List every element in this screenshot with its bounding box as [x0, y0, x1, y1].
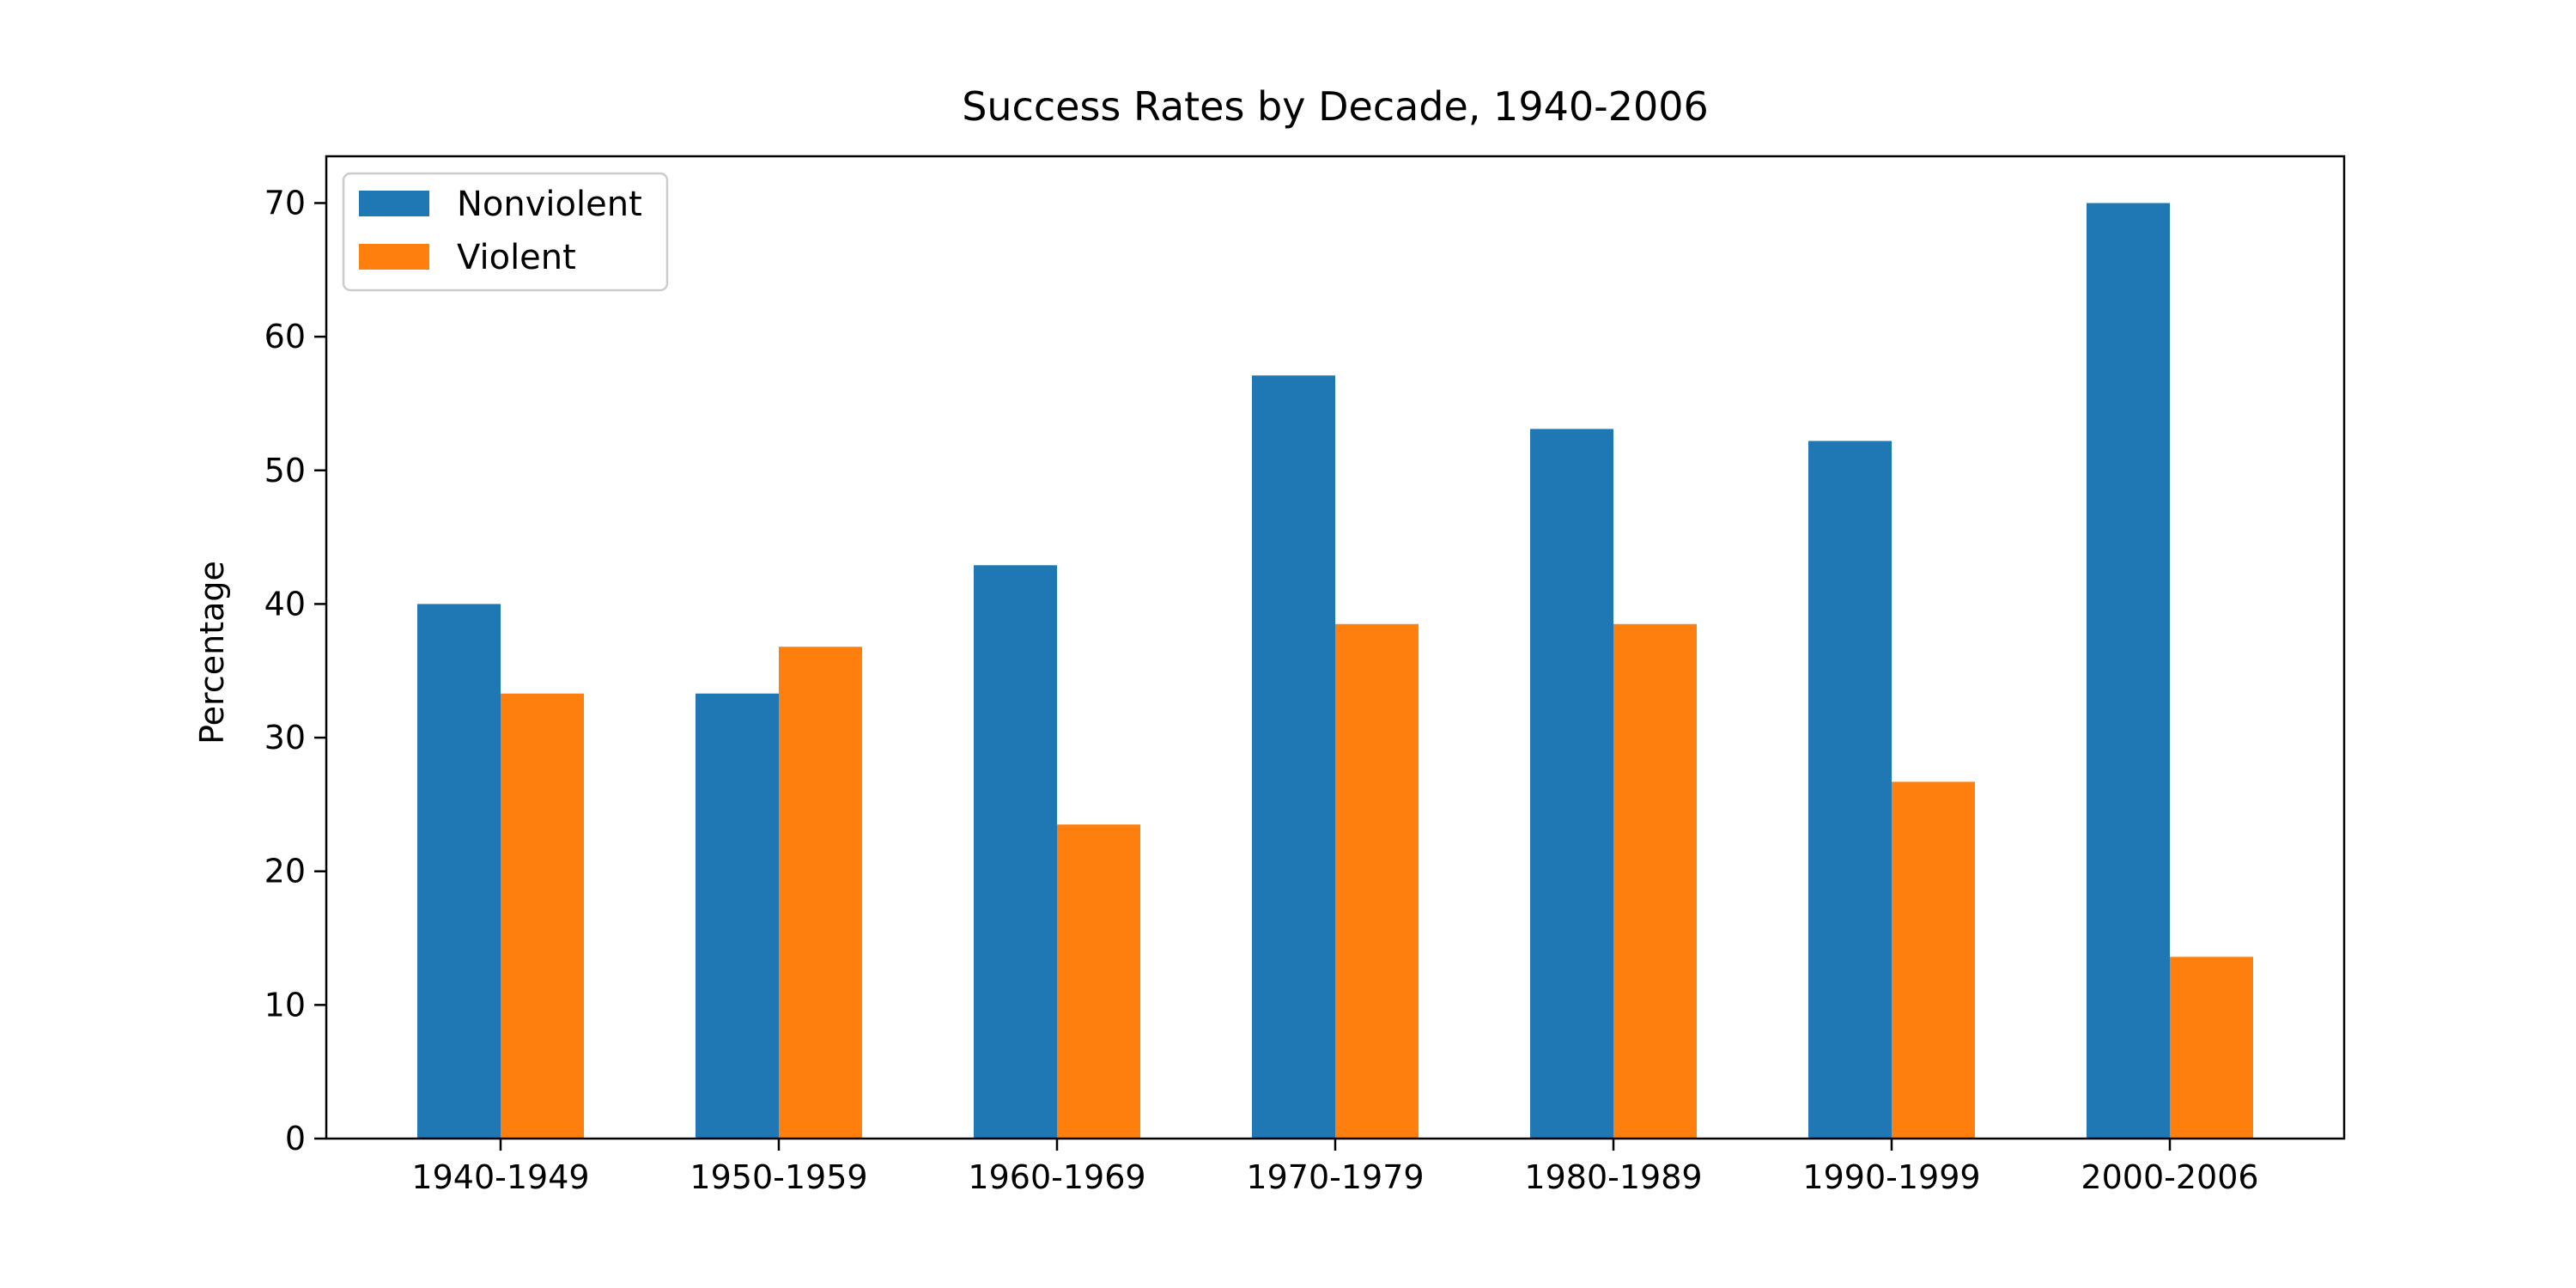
- bar-violent-1970-1979: [1335, 623, 1419, 1139]
- x-tick-label: 1970-1979: [1246, 1158, 1424, 1196]
- x-ticks-layer: 1940-1949 1950-1959 1960-1969 1970-1979 1980…: [411, 1139, 2259, 1196]
- x-tick-label: 1960-1969: [968, 1158, 1145, 1196]
- y-tick-label: 60: [264, 318, 306, 355]
- plot-frame: [325, 155, 2346, 1140]
- y-tick-label: 40: [264, 585, 306, 623]
- legend-swatch-nonviolent: [359, 191, 429, 216]
- legend-label-violent: Violent: [457, 238, 576, 277]
- bar-nonviolent-1970-1979: [1252, 375, 1335, 1139]
- y-tick-label: 20: [264, 853, 306, 890]
- legend-label-nonviolent: Nonviolent: [457, 185, 642, 224]
- x-tick-label: 1940-1949: [411, 1158, 589, 1196]
- bar-nonviolent-1990-1999: [1808, 440, 1892, 1139]
- bar-violent-1990-1999: [1892, 781, 1975, 1139]
- bar-nonviolent-2000-2006: [2087, 203, 2170, 1139]
- y-tick-label: 0: [285, 1120, 306, 1157]
- bar-nonviolent-1960-1969: [974, 565, 1057, 1139]
- bar-nonviolent-1940-1949: [417, 604, 501, 1139]
- bar-violent-2000-2006: [2170, 957, 2253, 1139]
- chart-title: Success Rates by Decade, 1940-2006: [962, 83, 1709, 130]
- bar-violent-1980-1989: [1613, 623, 1697, 1139]
- y-tick-label: 30: [264, 719, 306, 756]
- y-axis-label: Percentage: [193, 561, 231, 744]
- x-tick-label: 1950-1959: [690, 1158, 867, 1196]
- bar-violent-1940-1949: [501, 693, 584, 1139]
- x-tick-label: 1980-1989: [1524, 1158, 1702, 1196]
- bar-violent-1950-1959: [779, 647, 862, 1139]
- bar-nonviolent-1980-1989: [1530, 428, 1613, 1139]
- y-ticks-layer: 0 10 20 30 40 50 60 70: [264, 184, 326, 1157]
- y-tick-label: 50: [264, 452, 306, 489]
- legend-swatch-violent: [359, 244, 429, 270]
- y-tick-label: 70: [264, 184, 306, 222]
- bars-layer: [417, 203, 2253, 1139]
- y-tick-label: 10: [264, 986, 306, 1024]
- bar-violent-1960-1969: [1057, 824, 1140, 1139]
- x-tick-label: 1990-1999: [1802, 1158, 1980, 1196]
- bar-nonviolent-1950-1959: [696, 693, 779, 1139]
- legend: Nonviolent Violent: [342, 172, 669, 292]
- x-tick-label: 2000-2006: [2081, 1158, 2258, 1196]
